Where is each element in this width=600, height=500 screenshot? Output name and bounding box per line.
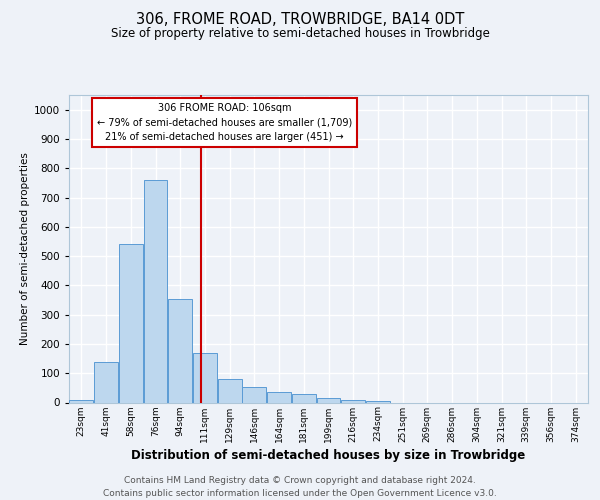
Text: Size of property relative to semi-detached houses in Trowbridge: Size of property relative to semi-detach…: [110, 28, 490, 40]
Text: Contains HM Land Registry data © Crown copyright and database right 2024.: Contains HM Land Registry data © Crown c…: [124, 476, 476, 485]
X-axis label: Distribution of semi-detached houses by size in Trowbridge: Distribution of semi-detached houses by …: [131, 448, 526, 462]
Bar: [317, 398, 340, 402]
Text: 306, FROME ROAD, TROWBRIDGE, BA14 0DT: 306, FROME ROAD, TROWBRIDGE, BA14 0DT: [136, 12, 464, 28]
Bar: [168, 298, 192, 403]
Bar: [366, 401, 390, 402]
Bar: [242, 387, 266, 402]
Text: 306 FROME ROAD: 106sqm
← 79% of semi-detached houses are smaller (1,709)
21% of : 306 FROME ROAD: 106sqm ← 79% of semi-det…: [97, 102, 352, 142]
Bar: [193, 352, 217, 403]
Bar: [292, 394, 316, 402]
Bar: [341, 400, 365, 402]
Bar: [119, 244, 143, 402]
Text: Contains public sector information licensed under the Open Government Licence v3: Contains public sector information licen…: [103, 489, 497, 498]
Y-axis label: Number of semi-detached properties: Number of semi-detached properties: [20, 152, 29, 345]
Bar: [94, 362, 118, 403]
Bar: [143, 180, 167, 402]
Bar: [218, 379, 242, 402]
Bar: [267, 392, 291, 402]
Bar: [70, 400, 94, 402]
